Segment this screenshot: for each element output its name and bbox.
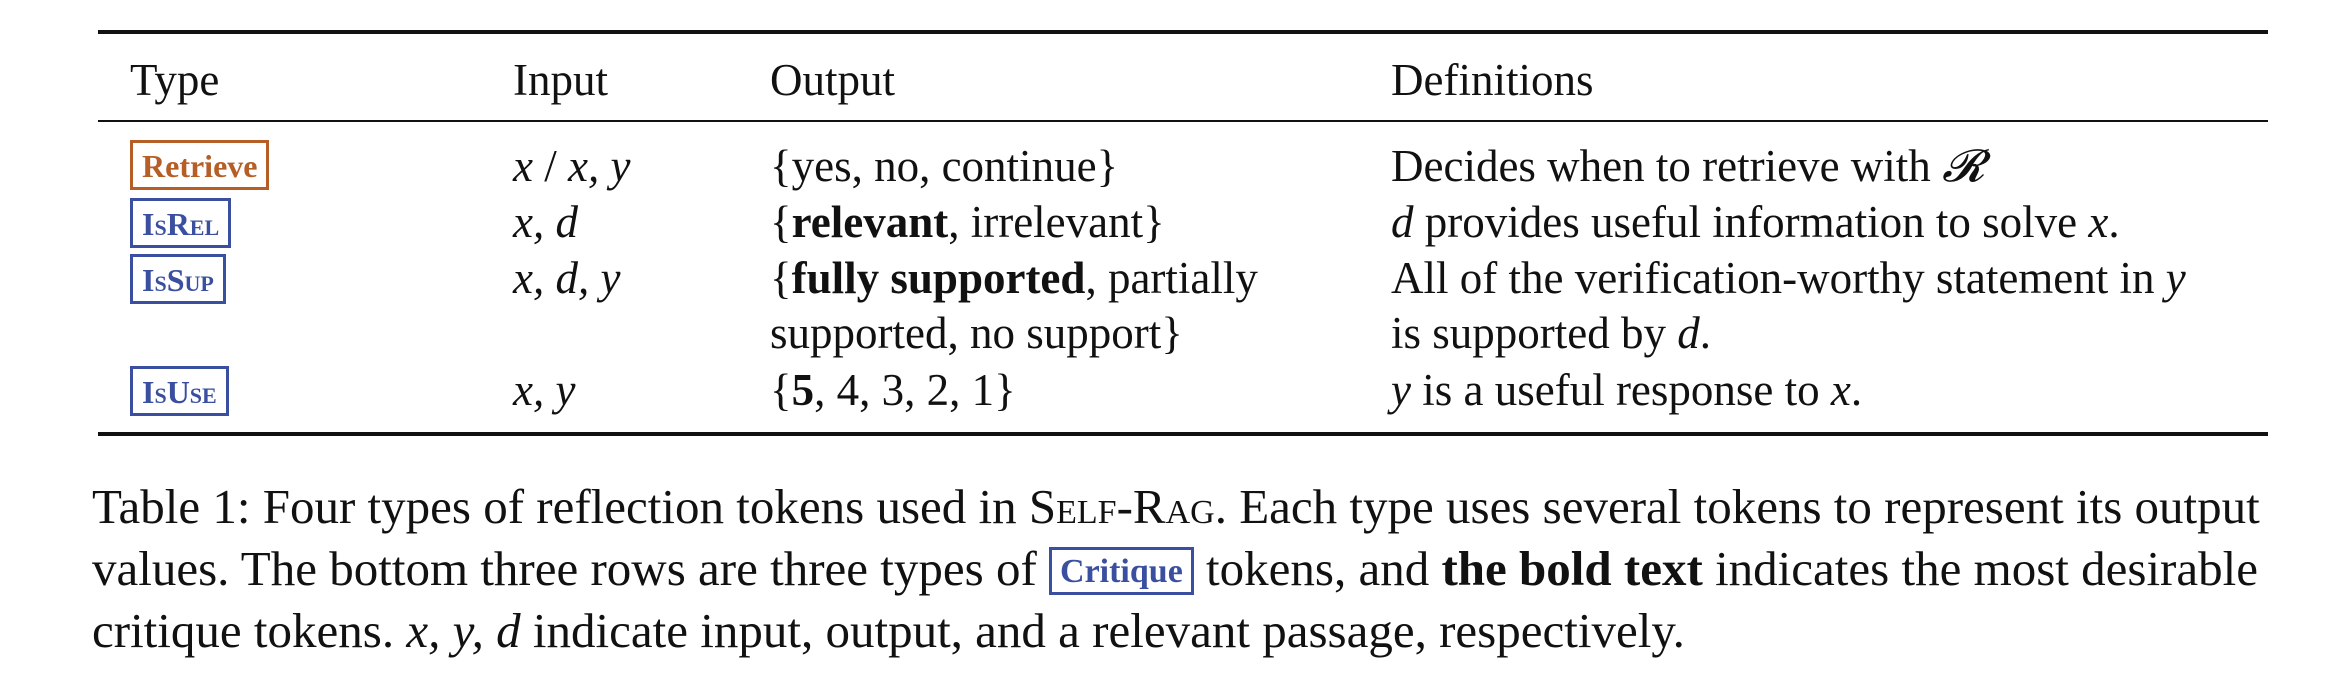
reflection-token-table: Type Input Output Definitions Retrieve x… bbox=[98, 30, 2268, 436]
input-separator: / bbox=[532, 141, 568, 191]
definition-text: is supported by bbox=[1391, 308, 1678, 358]
row-isrel-definition: d provides useful information to solve x… bbox=[1391, 194, 2120, 250]
row-retrieve-definition: Decides when to retrieve with 𝓡 bbox=[1391, 138, 1984, 194]
row-retrieve-input: x / x, y bbox=[513, 138, 630, 194]
table-header-rule bbox=[98, 120, 2268, 122]
isrel-token-badge: IsRel bbox=[130, 198, 232, 248]
row-isuse-type: IsUse bbox=[130, 360, 229, 416]
definition-end: . bbox=[1850, 365, 1863, 415]
input-var: x, y bbox=[568, 141, 631, 191]
caption-text: indicates the most desirable critique to… bbox=[92, 541, 2258, 658]
definition-var: d bbox=[1391, 197, 1414, 247]
caption-math-vars: x, y, d bbox=[406, 603, 521, 658]
table-caption: Table 1: Four types of reflection tokens… bbox=[92, 476, 2302, 662]
row-issup-type: IsSup bbox=[130, 248, 226, 304]
output-rest: , 4, 3, 2, 1} bbox=[814, 365, 1016, 415]
output-brace: { bbox=[770, 365, 792, 415]
caption-text: . Each type uses several tokens to repre… bbox=[92, 479, 2260, 596]
caption-text: tokens, and bbox=[1193, 541, 1442, 596]
caption-bold-text: the bold text bbox=[1441, 541, 1703, 596]
header-definitions: Definitions bbox=[1391, 55, 1594, 105]
row-issup-output-line1: {fully supported, partially bbox=[770, 250, 1258, 306]
retriever-symbol: 𝓡 bbox=[1942, 141, 1985, 191]
system-name: Self-Rag bbox=[1028, 479, 1215, 534]
output-best-value: fully supported bbox=[791, 253, 1086, 303]
output-best-value: relevant bbox=[791, 197, 949, 247]
output-brace: { bbox=[770, 253, 792, 303]
definition-text: Decides when to retrieve with bbox=[1391, 141, 1943, 191]
header-output: Output bbox=[770, 55, 896, 105]
row-isrel-input: x, d bbox=[513, 197, 578, 247]
header-type: Type bbox=[130, 55, 220, 105]
table-top-rule bbox=[98, 30, 2268, 34]
critique-token-badge: Critique bbox=[1049, 547, 1194, 595]
row-issup-output-line2: supported, no support} bbox=[770, 308, 1183, 358]
definition-var: y bbox=[1391, 365, 1411, 415]
row-issup-definition-line2: is supported by d. bbox=[1391, 305, 1711, 361]
header-input: Input bbox=[513, 55, 608, 105]
definition-text: provides useful information to solve bbox=[1413, 197, 2089, 247]
output-best-value: 5 bbox=[791, 365, 815, 415]
definition-text: is a useful response to bbox=[1410, 365, 1831, 415]
definition-end: . bbox=[2108, 197, 2120, 247]
isuse-token-badge: IsUse bbox=[130, 366, 229, 416]
table-bottom-rule bbox=[98, 432, 2268, 436]
row-retrieve-type: Retrieve bbox=[130, 134, 270, 190]
row-issup-definition-line1: All of the verification-worthy statement… bbox=[1391, 250, 2186, 306]
caption-text: Table 1: Four types of reflection tokens… bbox=[92, 479, 1029, 534]
output-rest: , irrelevant} bbox=[948, 197, 1165, 247]
input-var: x bbox=[513, 141, 533, 191]
definition-end: . bbox=[1699, 308, 1711, 358]
table-body: Retrieve x / x, y {yes, no, continue} De… bbox=[98, 122, 2268, 432]
row-retrieve-output: {yes, no, continue} bbox=[770, 141, 1119, 191]
issup-token-badge: IsSup bbox=[130, 254, 226, 304]
row-isrel-type: IsRel bbox=[130, 192, 232, 248]
table-header-row: Type Input Output Definitions bbox=[98, 34, 2268, 120]
definition-text: All of the verification-worthy statement… bbox=[1391, 253, 2166, 303]
definition-var: x bbox=[2088, 197, 2109, 247]
definition-var: y bbox=[2165, 253, 2186, 303]
row-issup-input: x, d, y bbox=[513, 253, 621, 303]
row-isuse-output: {5, 4, 3, 2, 1} bbox=[770, 362, 1016, 418]
definition-var: d bbox=[1677, 308, 1700, 358]
row-isuse-definition: y is a useful response to x. bbox=[1391, 362, 1862, 418]
output-brace: { bbox=[770, 197, 792, 247]
definition-var: x bbox=[1830, 365, 1851, 415]
row-isrel-output: {relevant, irrelevant} bbox=[770, 194, 1165, 250]
caption-text: indicate input, output, and a relevant p… bbox=[520, 603, 1685, 658]
output-rest: , partially bbox=[1085, 253, 1258, 303]
row-isuse-input: x, y bbox=[513, 365, 576, 415]
retrieve-token-badge: Retrieve bbox=[130, 140, 270, 190]
